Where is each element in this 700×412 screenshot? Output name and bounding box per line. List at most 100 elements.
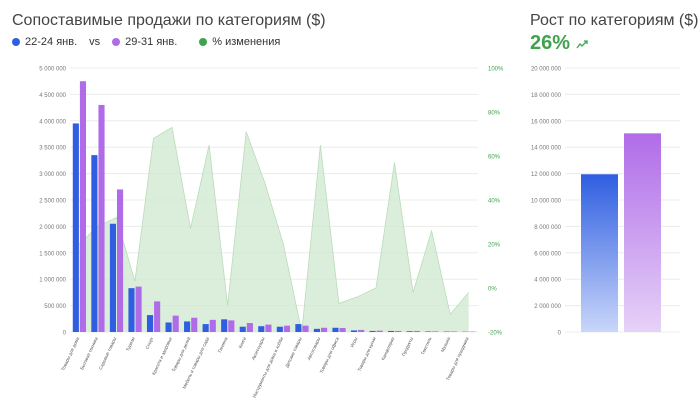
x-tick-label: Текстиль [420, 336, 433, 356]
x-tick-label: Бытовая техника [79, 336, 99, 371]
y-tick-label: 6 000 000 [534, 251, 561, 257]
x-tick-label: Гигиена [217, 336, 229, 353]
y2-tick-label: 20% [488, 243, 501, 249]
y-tick-label: 500 000 [44, 304, 66, 310]
y2-tick-label: 0% [488, 287, 497, 293]
x-tick-label: Аксессуары [251, 336, 266, 361]
y2-tick-label: 100% [488, 67, 504, 73]
y-tick-label: 12 000 000 [531, 172, 562, 178]
y-tick-label: 0 [63, 331, 67, 337]
x-tick-label: Садовые товары [98, 336, 117, 370]
y-tick-label: 16 000 000 [531, 119, 562, 125]
bar-series1 [332, 327, 339, 332]
y-tick-label: 8 000 000 [534, 225, 561, 231]
x-tick-label: Канцелярия [380, 336, 395, 361]
bar-series2 [339, 328, 346, 332]
bar-series2 [376, 330, 383, 332]
category-growth-chart: 0 2 000 000 4 000 000 6 000 000 8 000 000 10 … [531, 67, 680, 337]
bar-series2 [358, 329, 365, 332]
bar-series2 [246, 323, 253, 332]
y-tick-label: 20 000 000 [531, 67, 562, 73]
percent-change-line [79, 126, 470, 333]
bar-series1 [425, 331, 432, 332]
y-tick-label: 1 500 000 [39, 251, 66, 257]
legend-dot-series2 [112, 38, 121, 46]
legend-vs: vs [89, 36, 101, 48]
y-tick-label: 3 500 000 [39, 146, 66, 152]
y-tick-label: 2 000 000 [39, 225, 66, 231]
legend-item-series3[interactable]: % изменения [199, 36, 280, 48]
bar-series2 [432, 331, 439, 332]
x-tick-label: Товары для кухни [357, 336, 377, 372]
bar-series1 [276, 326, 283, 332]
y-tick-label: 4 500 000 [39, 93, 66, 99]
bar-series2 [265, 324, 272, 332]
bar-series1 [109, 223, 116, 332]
bar-series2 [228, 320, 235, 332]
growth-bar-period2 [624, 133, 661, 332]
bar-series2 [191, 317, 198, 332]
bar-series1 [406, 331, 413, 332]
bar-series1 [388, 330, 395, 332]
growth-title: Рост по категориям ($) [530, 12, 699, 29]
y2-tick-label: 60% [488, 155, 501, 161]
legend-label-series2: 29-31 янв. [125, 36, 178, 48]
bar-series1 [295, 324, 302, 332]
y2-tick-label: -20% [488, 331, 503, 337]
growth-percent-value: 26% [530, 32, 571, 54]
y2-tick-label: 40% [488, 199, 501, 205]
sales-by-category-chart: 0 500 000 1 000 000 1 500 000 2 000 000 2 500… [39, 67, 504, 399]
bar-series2 [79, 81, 87, 332]
bar-series2 [283, 325, 291, 332]
legend-dot-series3 [199, 38, 208, 46]
legend-item-series2[interactable]: 29-31 янв. [112, 36, 177, 48]
y-tick-label: 5 000 000 [39, 67, 66, 73]
x-tick-label: Музыка [440, 336, 451, 353]
legend-item-series1[interactable]: 22-24 янв. [12, 36, 77, 48]
y-tick-label: 10 000 000 [531, 199, 562, 205]
legend: 22-24 янв. vs 29-31 янв. % изменения [12, 36, 280, 48]
x-tick-label: Товары для детей [170, 335, 192, 372]
bar-series2 [450, 331, 457, 332]
bar-series1 [91, 155, 98, 332]
y-tick-label: 14 000 000 [531, 146, 562, 152]
bar-series1 [239, 326, 246, 332]
y-tick-label: 3 000 000 [39, 172, 66, 178]
bar-series1 [258, 326, 265, 332]
x-tick-label: Автотовары [306, 336, 321, 361]
bar-series1 [221, 319, 228, 332]
percent-change-area [79, 127, 469, 333]
y2-tick-label: 80% [488, 111, 501, 117]
bar-series1 [165, 322, 172, 332]
x-tick-label: Товары для офиса [319, 336, 340, 374]
y-tick-label: 4 000 000 [39, 119, 66, 125]
legend-label-series1: 22-24 янв. [25, 36, 78, 48]
growth-percent: 26% [530, 32, 588, 55]
y-tick-label: 4 000 000 [534, 278, 561, 284]
bar-series1 [202, 324, 209, 332]
bar-series2 [413, 330, 420, 332]
x-tick-label: Продукты [401, 336, 414, 357]
y-tick-label: 18 000 000 [531, 93, 562, 99]
legend-label-series3: % изменения [212, 36, 281, 48]
bar-series2 [172, 315, 179, 332]
bar-series2 [395, 330, 402, 332]
bar-series1 [146, 315, 154, 332]
y-tick-label: 2 500 000 [39, 199, 66, 205]
bar-series2 [135, 286, 142, 332]
trend-up-icon [576, 39, 588, 48]
y-tick-label: 2 000 000 [534, 304, 561, 310]
bar-series2 [302, 325, 309, 332]
bar-series1 [72, 123, 79, 332]
bar-series2 [98, 104, 105, 333]
growth-bar-period1 [581, 174, 618, 332]
x-tick-label: Игры [349, 336, 358, 348]
bar-series1 [128, 288, 135, 332]
x-tick-label: Книги [238, 336, 248, 349]
bar-series1 [350, 330, 358, 332]
x-tick-label: Туризм [125, 336, 136, 352]
bar-series2 [116, 189, 124, 332]
y-tick-label: 0 [558, 331, 562, 337]
x-tick-label: Красота и здоровье [151, 336, 173, 376]
x-tick-label: Детские товары [284, 336, 302, 368]
